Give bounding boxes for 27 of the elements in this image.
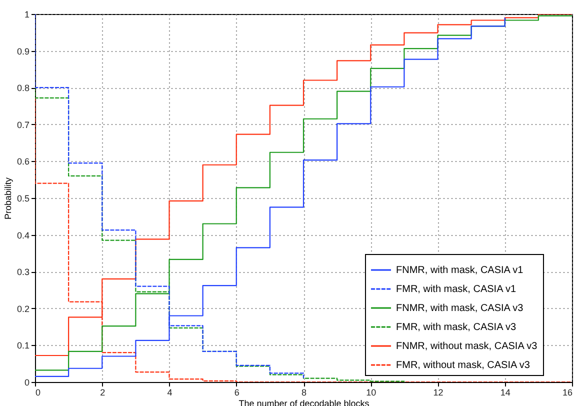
x-tick-label: 14 [500, 388, 510, 398]
legend-label: FNMR, without mask, CASIA v3 [396, 341, 538, 352]
x-tick-label: 6 [234, 388, 240, 398]
y-tick-label: 0.2 [16, 304, 30, 314]
y-tick-label: 1 [24, 10, 30, 20]
x-tick-label: 0 [36, 388, 41, 398]
x-tick-label: 4 [167, 388, 172, 398]
x-tick-label: 2 [100, 388, 106, 398]
legend-label: FMR, with mask, CASIA v1 [396, 284, 516, 295]
y-tick-label: 0.6 [16, 156, 30, 167]
y-tick-label: 0.8 [16, 83, 30, 94]
y-tick-label: 0.9 [16, 46, 30, 56]
x-tick-label: 12 [433, 388, 444, 398]
y-tick-label: 0.5 [16, 194, 30, 204]
legend-label: FNMR, with mask, CASIA v1 [396, 265, 524, 276]
x-tick-label: 10 [366, 388, 376, 398]
legend-label: FNMR, with mask, CASIA v3 [396, 303, 524, 314]
y-tick-label: 0.7 [16, 120, 30, 130]
x-tick-label: 8 [301, 388, 307, 398]
legend-label: FMR, with mask, CASIA v3 [396, 322, 516, 333]
y-tick-label: 0.4 [16, 230, 30, 240]
y-tick-label: 0.1 [16, 340, 30, 351]
x-tick-label: 16 [562, 388, 572, 398]
y-tick-label: 0 [24, 378, 30, 388]
legend-label: FMR, without mask, CASIA v3 [396, 360, 530, 371]
y-tick-label: 0.3 [16, 267, 30, 278]
y-axis-title: Probability [2, 176, 13, 220]
